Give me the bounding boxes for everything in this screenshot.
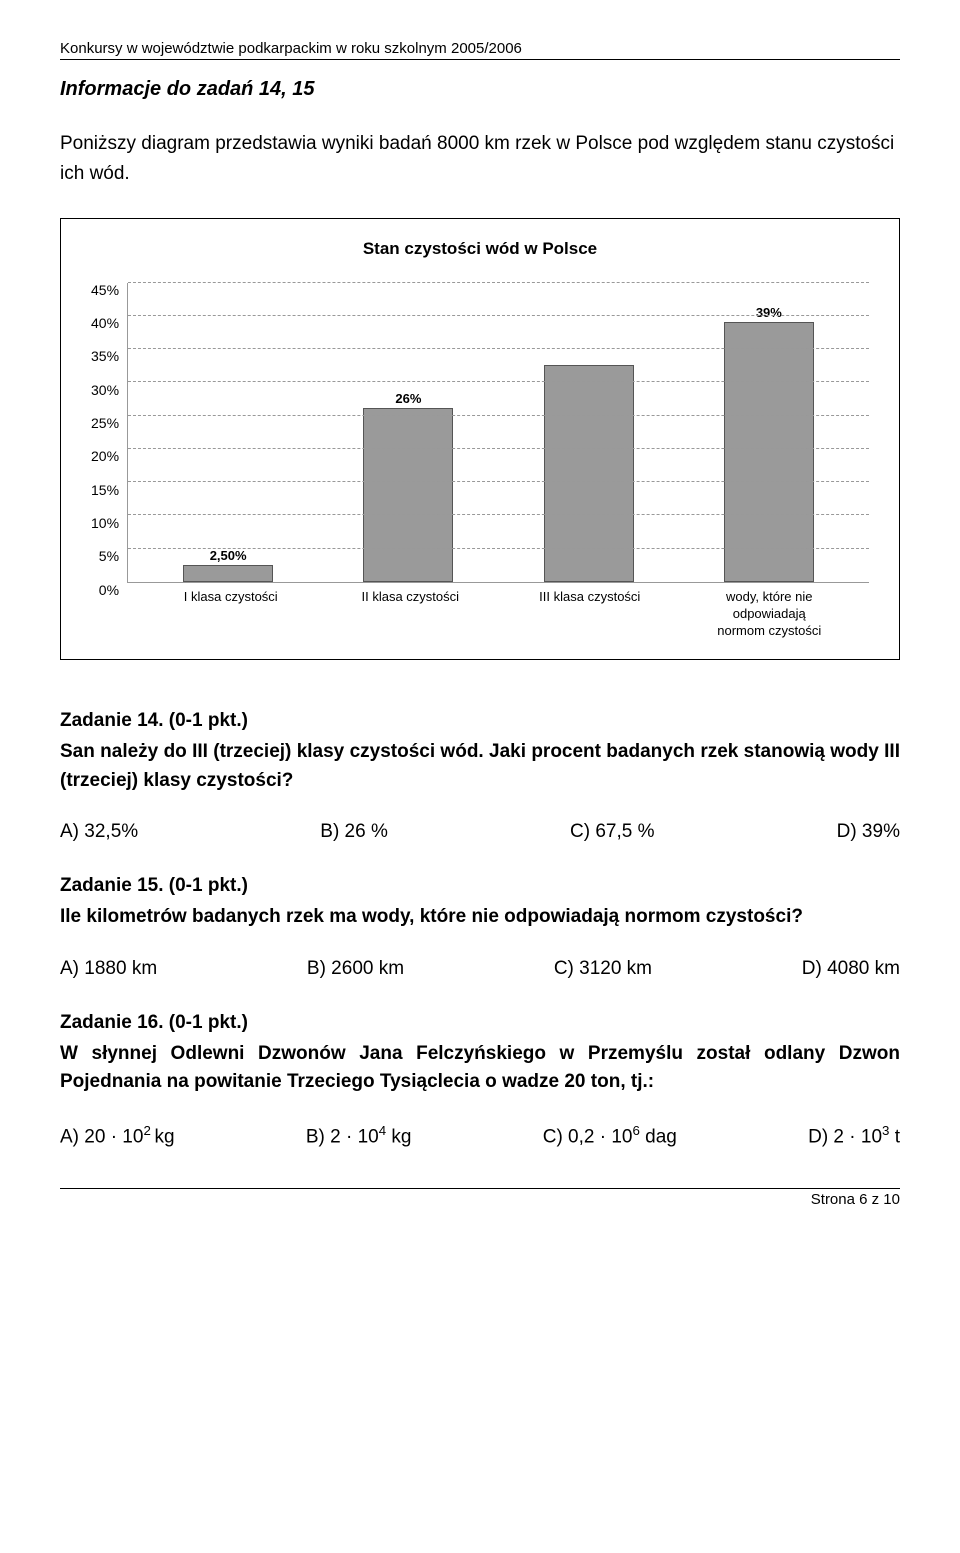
q16-body: W słynnej Odlewni Dzwonów Jana Felczyńsk… — [60, 1040, 900, 1097]
bar-value-label: 39% — [756, 305, 782, 320]
q16-answer-b: B) 2 · 104 kg — [306, 1123, 412, 1148]
chart-bars: 2,50% 26% 39% — [128, 283, 869, 582]
q14-answer-c: C) 67,5 % — [570, 821, 654, 843]
q15-answer-b: B) 2600 km — [307, 958, 404, 980]
bar-wrap: 26% — [358, 391, 458, 581]
q14-answer-a: A) 32,5% — [60, 821, 138, 843]
bar-value-label: 26% — [395, 391, 421, 406]
chart-title: Stan czystości wód w Polsce — [91, 239, 869, 259]
q16-heading: Zadanie 16. (0-1 pkt.) — [60, 1012, 900, 1034]
grid-line — [128, 348, 869, 349]
q14-answer-d: D) 39% — [837, 821, 900, 843]
q15-answer-d: D) 4080 km — [802, 958, 900, 980]
grid-line — [128, 381, 869, 382]
q15-answer-c: C) 3120 km — [554, 958, 652, 980]
q16-answers: A) 20 · 102 kg B) 2 · 104 kg C) 0,2 · 10… — [60, 1123, 900, 1148]
bar-value-label: 2,50% — [210, 548, 247, 563]
q16-answer-c: C) 0,2 · 106 dag — [543, 1123, 677, 1148]
grid-line — [128, 315, 869, 316]
q15-heading: Zadanie 15. (0-1 pkt.) — [60, 875, 900, 897]
bar — [363, 408, 453, 581]
q15-answers: A) 1880 km B) 2600 km C) 3120 km D) 4080… — [60, 958, 900, 980]
bar — [724, 322, 814, 582]
chart-x-labels: I klasa czystości II klasa czystości III k… — [131, 583, 869, 640]
bar-wrap: 39% — [719, 305, 819, 582]
x-label: II klasa czystości — [350, 589, 470, 640]
q14-body: San należy do III (trzeciej) klasy czyst… — [60, 738, 900, 795]
q15-body: Ile kilometrów badanych rzek ma wody, kt… — [60, 903, 900, 932]
grid-line — [128, 514, 869, 515]
q14-answer-b: B) 26 % — [320, 821, 388, 843]
bar-wrap: 2,50% — [178, 548, 278, 582]
q14-answers: A) 32,5% B) 26 % C) 67,5 % D) 39% — [60, 821, 900, 843]
x-label: I klasa czystości — [171, 589, 291, 640]
grid-line — [128, 448, 869, 449]
x-label: wody, które nie odpowiadają normom czyst… — [709, 589, 829, 640]
chart-y-axis: 0%5%10%15%20%25%30%35%40%45% — [91, 276, 127, 576]
chart-plot: 2,50% 26% 39% — [127, 283, 869, 583]
bar-wrap — [539, 365, 639, 582]
grid-line — [128, 415, 869, 416]
x-label: III klasa czystości — [530, 589, 650, 640]
grid-line — [128, 481, 869, 482]
page-footer: Strona 6 z 10 — [60, 1188, 900, 1208]
section-title: Informacje do zadań 14, 15 — [60, 78, 900, 101]
q15-answer-a: A) 1880 km — [60, 958, 157, 980]
q16-answer-a: A) 20 · 102 kg — [60, 1123, 175, 1148]
grid-line — [128, 282, 869, 283]
bar — [544, 365, 634, 582]
q14-heading: Zadanie 14. (0-1 pkt.) — [60, 710, 900, 732]
q16-answer-d: D) 2 · 103 t — [808, 1123, 900, 1148]
intro-text: Poniższy diagram przedstawia wyniki bada… — [60, 129, 900, 190]
chart-area: 0%5%10%15%20%25%30%35%40%45% 2,50%26%39% — [91, 283, 869, 583]
page-header: Konkursy w województwie podkarpackim w r… — [60, 40, 900, 60]
chart-container: Stan czystości wód w Polsce 0%5%10%15%20… — [60, 218, 900, 661]
bar — [183, 565, 273, 582]
grid-line — [128, 548, 869, 549]
